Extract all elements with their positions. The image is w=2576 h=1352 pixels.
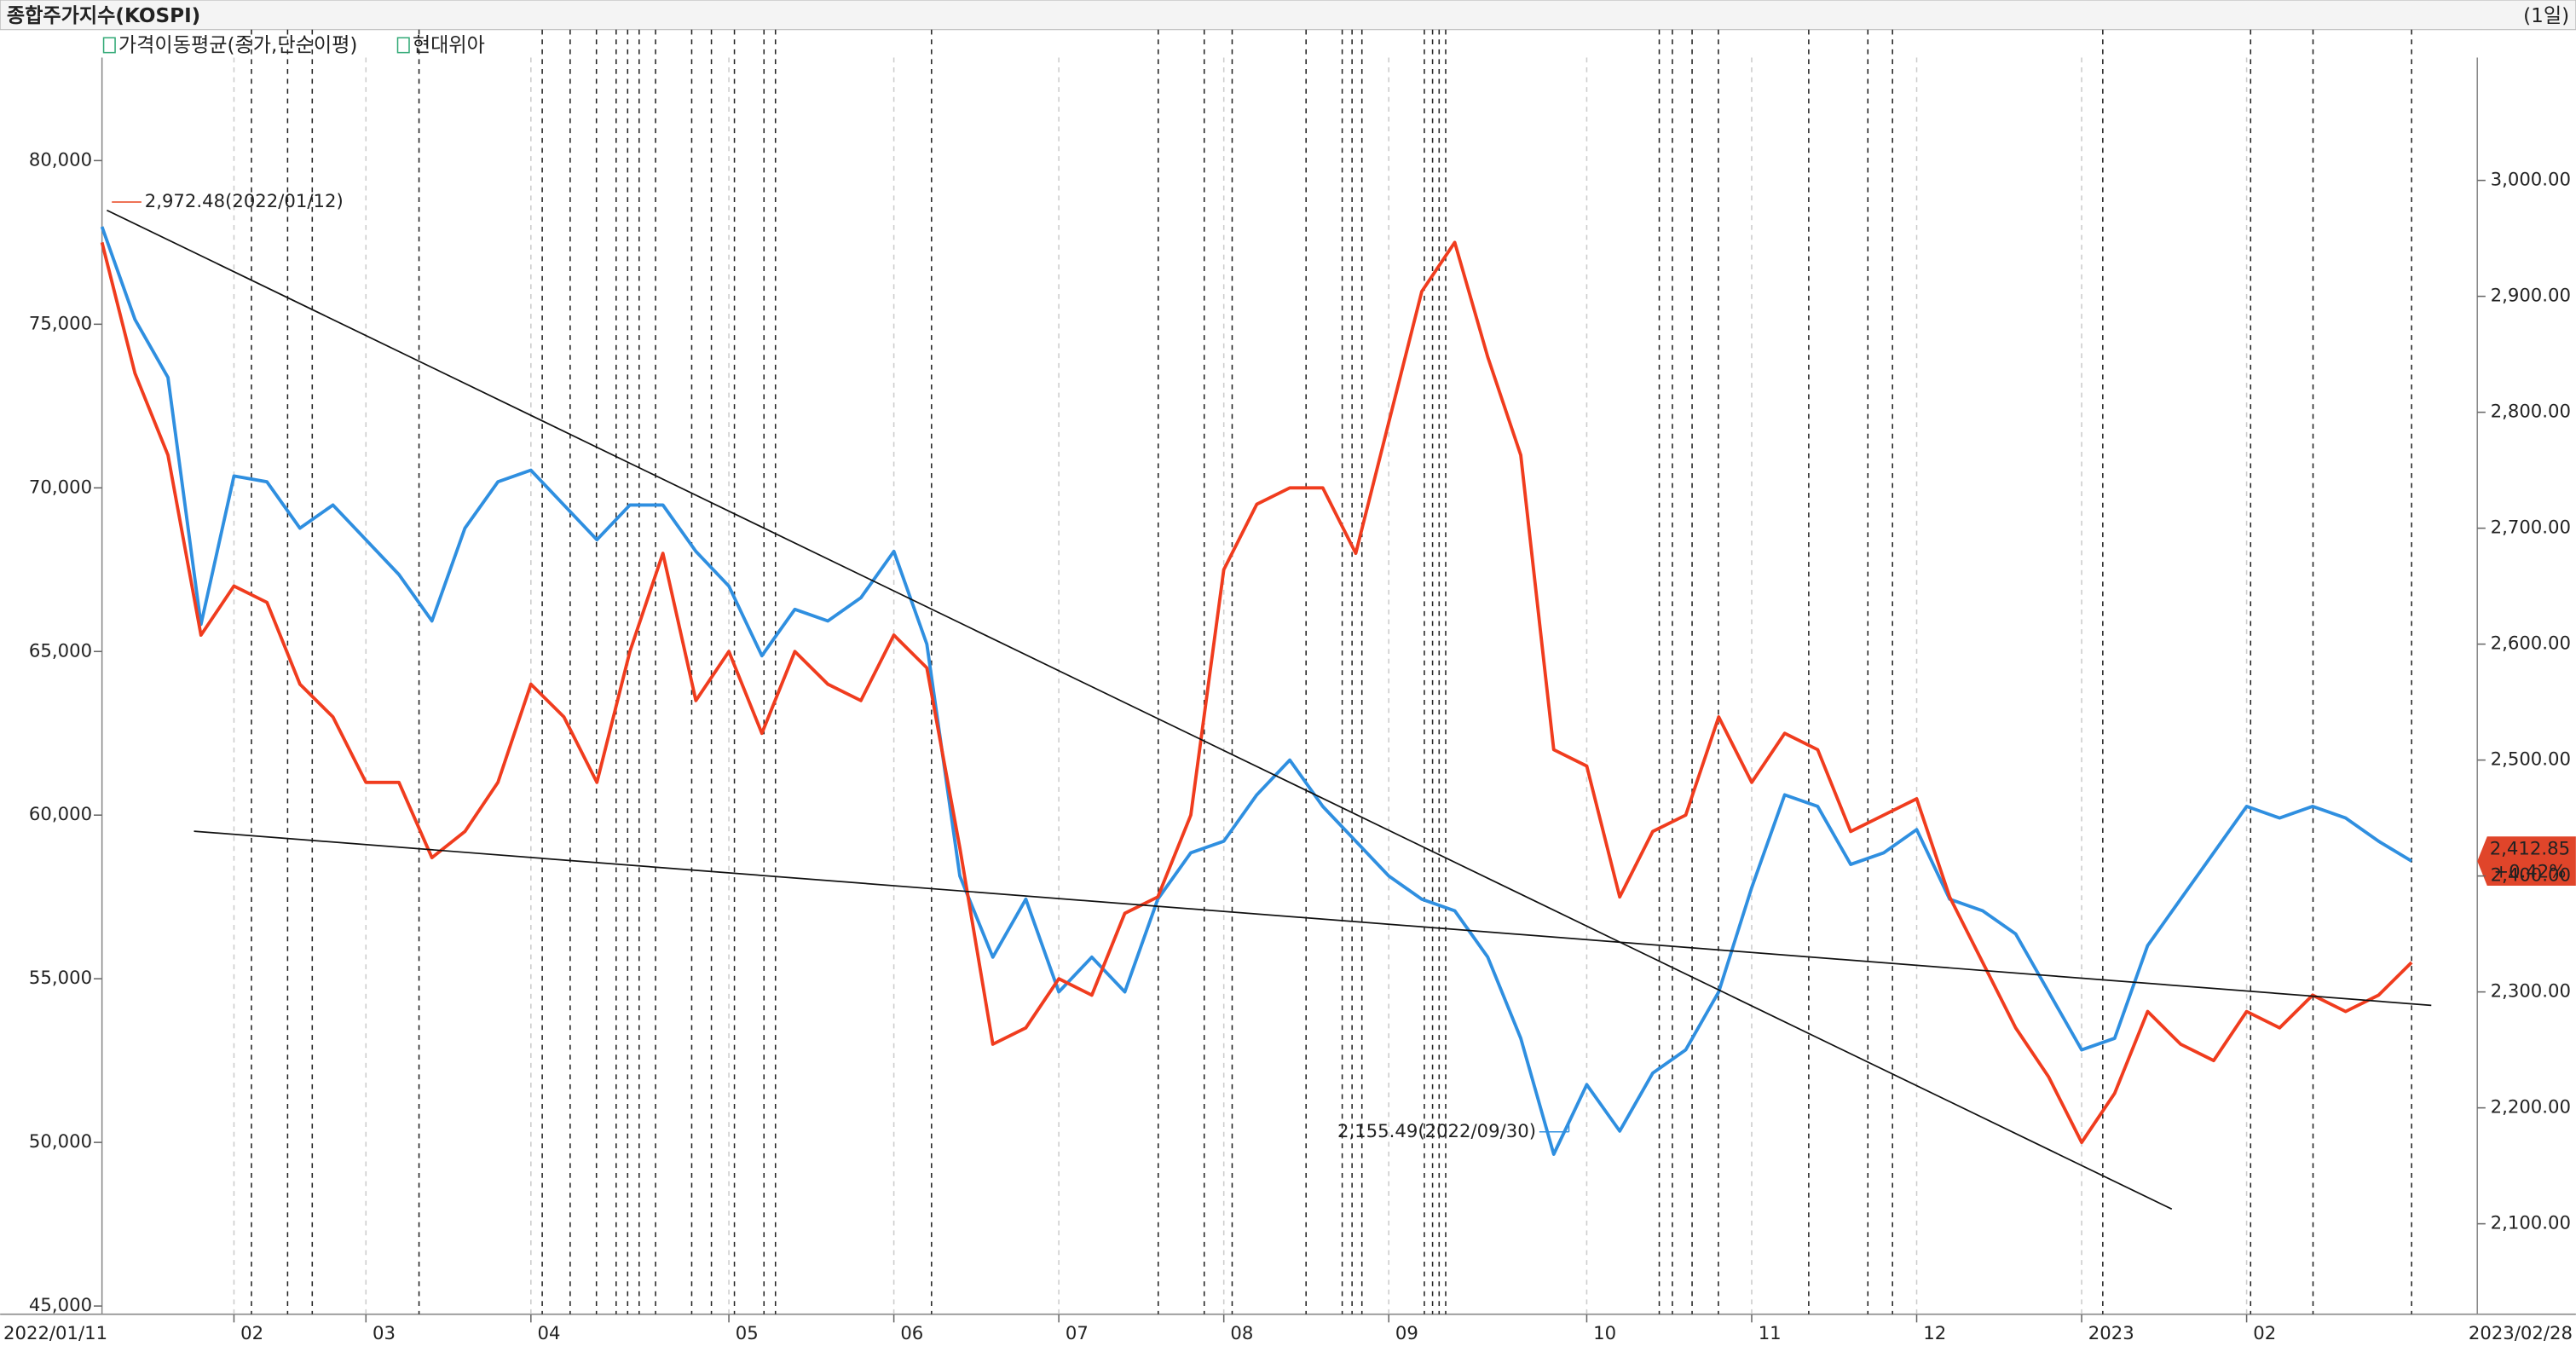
x-tick-label: 04 (538, 1322, 561, 1343)
series-line (100, 240, 2413, 1145)
x-tick-label: 08 (1230, 1322, 1253, 1343)
x-tick-label: 05 (736, 1322, 759, 1343)
annotations: 2,972.48(2022/01/12) 2,155.49(2022/09/30)… (112, 190, 2576, 1141)
x-tick-label: 03 (373, 1322, 396, 1343)
x-tick-label: 12 (1923, 1322, 1946, 1343)
y2-tick-label: 2,400.00 (2491, 864, 2571, 886)
y-tick-label: 45,000 (29, 1294, 92, 1315)
y-tick-label: 80,000 (29, 148, 92, 170)
legend-icon (102, 37, 116, 54)
price-tag-change: +0.42% (2493, 861, 2566, 882)
annotation: 2,972.48(2022/01/12) (145, 190, 344, 211)
event-lines (251, 29, 2412, 1314)
period-label: (1일) (2523, 5, 2569, 27)
y2-tick-label: 2,200.00 (2491, 1096, 2571, 1118)
y-tick-label: 60,000 (29, 803, 92, 824)
legend-label: 현대위아 (413, 34, 485, 56)
y2-tick-label: 2,100.00 (2491, 1212, 2571, 1234)
header-bar (0, 0, 2576, 31)
y2-tick-label: 2,600.00 (2491, 633, 2571, 654)
plot (100, 57, 2413, 1314)
x-tick-label: 06 (900, 1322, 923, 1343)
y2-tick-label: 2,900.00 (2491, 285, 2571, 306)
price-tag-label: 2,412.85 (2490, 838, 2570, 859)
annotation: 2,155.49(2022/09/30) (1337, 1120, 1536, 1141)
y-tick-label: 55,000 (29, 967, 92, 988)
y-tick-label: 75,000 (29, 312, 92, 333)
chart-title: 종합주가지수(KOSPI) (7, 5, 200, 27)
x-tick-label: 07 (1066, 1322, 1089, 1343)
y2-tick-label: 2,500.00 (2491, 748, 2571, 770)
x-tick-label: 10 (1593, 1322, 1616, 1343)
trend-line (193, 830, 2432, 1007)
x-tick-label: 09 (1395, 1322, 1418, 1343)
y-tick-label: 70,000 (29, 476, 92, 497)
y-tick-label: 65,000 (29, 639, 92, 661)
x-tick-label: 2023/02/28 (2469, 1322, 2573, 1343)
x-tick-label: 2022/01/11 (3, 1322, 107, 1343)
y2-tick-label: 2,300.00 (2491, 980, 2571, 1002)
x-tick-label: 02 (240, 1322, 263, 1343)
y2-tick-label: 2,800.00 (2491, 401, 2571, 422)
x-tick-label: 2023 (2088, 1322, 2134, 1343)
y2-tick-label: 2,700.00 (2491, 517, 2571, 538)
x-tick-label: 02 (2253, 1322, 2276, 1343)
trend-line (107, 209, 2173, 1210)
series-line (100, 226, 2413, 1156)
x-tick-label: 11 (1759, 1322, 1782, 1343)
legend-indicator: 가격이동평균(종가,단순이평) (118, 34, 358, 56)
price-tag (2477, 836, 2576, 887)
legend-icon (396, 37, 410, 54)
y2-tick-label: 3,000.00 (2491, 169, 2571, 190)
y-tick-label: 50,000 (29, 1130, 92, 1152)
